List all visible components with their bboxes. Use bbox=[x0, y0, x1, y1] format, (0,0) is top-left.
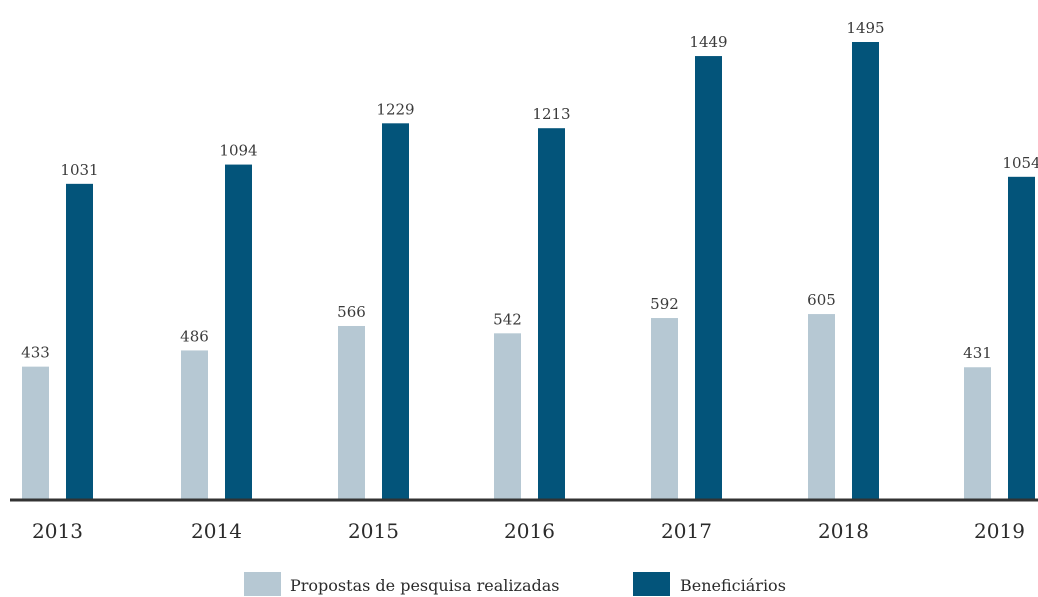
bar-beneficiarios-2018 bbox=[852, 42, 879, 499]
bar-beneficiarios-2014 bbox=[225, 164, 252, 499]
value-label-propostas-2014: 486 bbox=[180, 327, 209, 345]
value-label-propostas-2015: 566 bbox=[337, 303, 366, 321]
value-label-propostas-2016: 542 bbox=[493, 310, 522, 328]
bar-propostas-2016 bbox=[494, 333, 521, 499]
bars-layer bbox=[22, 42, 1035, 500]
legend-swatch-beneficiarios bbox=[633, 572, 670, 596]
x-tick-label-2018: 2018 bbox=[818, 519, 869, 543]
x-tick-label-2015: 2015 bbox=[348, 519, 399, 543]
legend-swatch-propostas bbox=[244, 572, 281, 596]
bar-propostas-2017 bbox=[651, 318, 678, 499]
value-label-beneficiarios-2016: 1213 bbox=[532, 105, 570, 123]
x-tick-label-2013: 2013 bbox=[32, 519, 83, 543]
legend: Propostas de pesquisa realizadas Benefic… bbox=[244, 572, 786, 596]
bar-beneficiarios-2016 bbox=[538, 128, 565, 499]
value-label-beneficiarios-2013: 1031 bbox=[60, 161, 98, 179]
x-tick-label-2016: 2016 bbox=[504, 519, 555, 543]
value-label-propostas-2018: 605 bbox=[807, 291, 836, 309]
bar-propostas-2018 bbox=[808, 314, 835, 499]
x-tick-labels-layer: 2013 2014 2015 2016 2017 2018 2019 bbox=[32, 519, 1025, 543]
value-label-beneficiarios-2015: 1229 bbox=[376, 100, 414, 118]
value-label-propostas-2017: 592 bbox=[650, 295, 679, 313]
value-label-beneficiarios-2019: 1054 bbox=[1002, 154, 1038, 172]
value-label-beneficiarios-2018: 1495 bbox=[846, 19, 884, 37]
bar-propostas-2013 bbox=[22, 366, 49, 499]
x-tick-label-2017: 2017 bbox=[661, 519, 712, 543]
value-label-beneficiarios-2014: 1094 bbox=[219, 142, 257, 160]
bar-beneficiarios-2019 bbox=[1008, 176, 1035, 499]
value-label-propostas-2019: 431 bbox=[963, 344, 992, 362]
value-label-beneficiarios-2017: 1449 bbox=[689, 33, 727, 51]
bar-propostas-2014 bbox=[181, 350, 208, 499]
x-tick-label-2019: 2019 bbox=[974, 519, 1025, 543]
value-label-propostas-2013: 433 bbox=[21, 344, 50, 362]
bar-beneficiarios-2015 bbox=[382, 123, 409, 499]
bar-propostas-2019 bbox=[964, 367, 991, 499]
legend-label-beneficiarios: Beneficiários bbox=[680, 576, 786, 595]
value-labels-layer: 433 1031 486 1094 566 1229 542 1213 592 1449 605 14… bbox=[21, 19, 1038, 362]
bar-beneficiarios-2017 bbox=[695, 56, 722, 500]
legend-label-propostas: Propostas de pesquisa realizadas bbox=[290, 576, 559, 595]
x-tick-label-2014: 2014 bbox=[191, 519, 242, 543]
bar-beneficiarios-2013 bbox=[66, 183, 93, 499]
bar-propostas-2015 bbox=[338, 325, 365, 499]
